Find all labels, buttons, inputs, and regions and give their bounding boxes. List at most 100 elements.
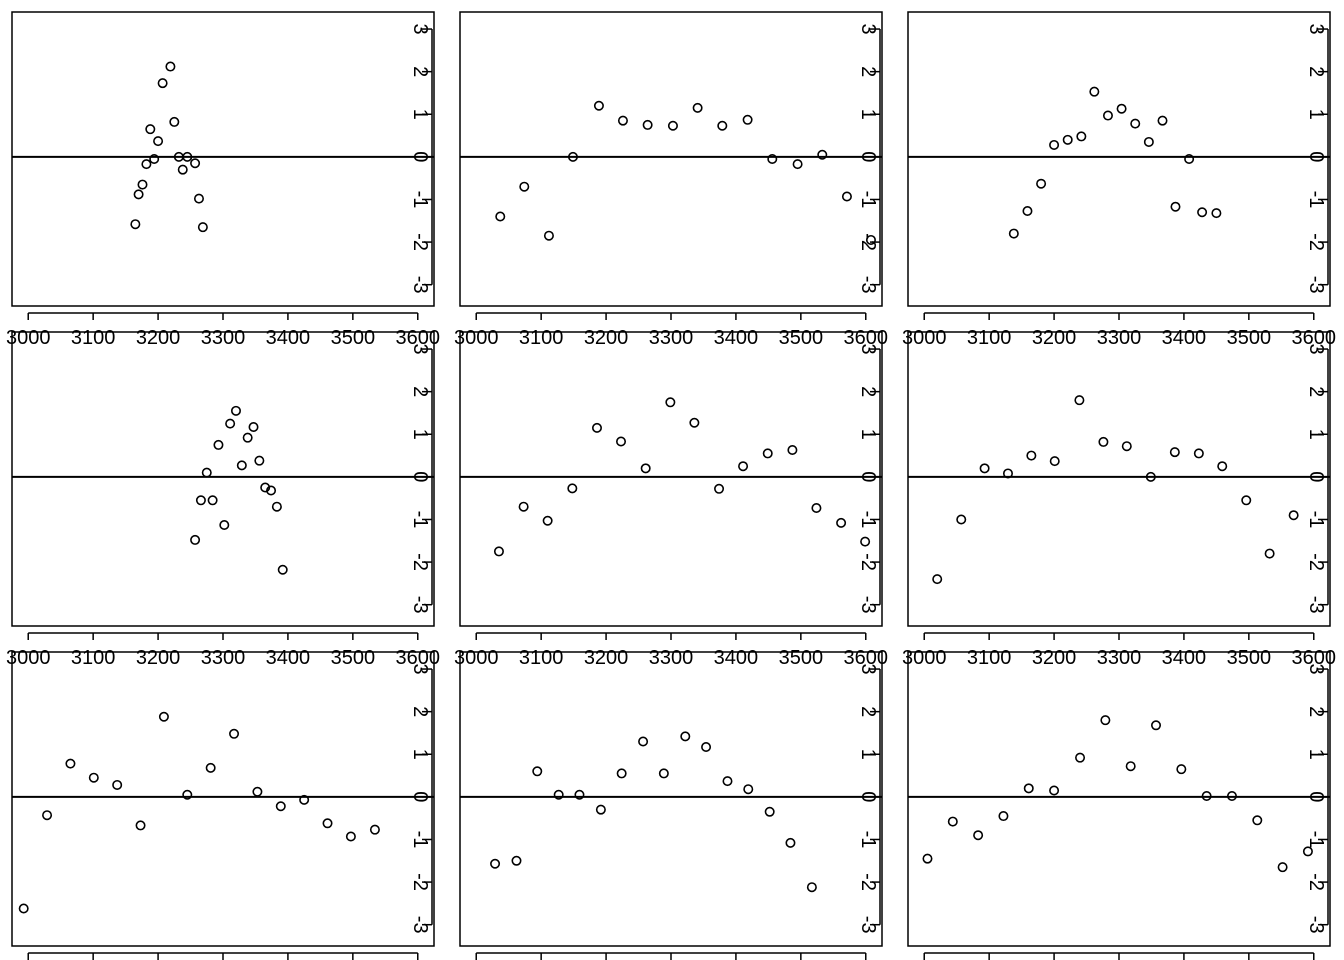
- data-point: [742, 114, 753, 125]
- y-tick-label: -2: [409, 873, 431, 891]
- data-point: [532, 766, 543, 777]
- data-point: [1264, 548, 1275, 559]
- data-point: [177, 164, 188, 175]
- data-point: [153, 136, 164, 147]
- data-point: [1193, 448, 1204, 459]
- data-point: [495, 211, 506, 222]
- data-point: [922, 853, 933, 864]
- x-tick-label: 3500: [779, 327, 824, 349]
- y-tick-label: -2: [1305, 233, 1327, 251]
- panel-frame: [907, 11, 1331, 307]
- y-tick-label: -1: [857, 191, 879, 209]
- data-point: [738, 461, 749, 472]
- data-point: [591, 422, 602, 433]
- data-point: [932, 574, 943, 585]
- data-point: [195, 495, 206, 506]
- x-tick-label: 3200: [584, 647, 629, 669]
- data-point: [88, 772, 99, 783]
- data-point: [1277, 862, 1288, 873]
- x-tick-label: 3200: [136, 327, 181, 349]
- y-tick-label: 2: [857, 706, 879, 717]
- panel-frame: [907, 651, 1331, 947]
- x-tick-label: 3400: [1162, 327, 1207, 349]
- data-point: [190, 158, 201, 169]
- x-tick-label: 3300: [649, 327, 694, 349]
- y-tick-label: 3: [857, 343, 879, 354]
- y-tick-label: 1: [409, 429, 431, 440]
- data-point: [1151, 720, 1162, 731]
- data-point: [236, 460, 247, 471]
- data-point: [1145, 471, 1156, 482]
- data-point: [764, 806, 775, 817]
- data-point: [998, 811, 1009, 822]
- y-tick-label: 1: [1305, 109, 1327, 120]
- data-point: [1022, 205, 1033, 216]
- y-tick-label: -2: [409, 553, 431, 571]
- data-point: [345, 831, 356, 842]
- x-tick-label: 3500: [331, 327, 376, 349]
- data-point: [518, 501, 529, 512]
- data-point: [493, 546, 504, 557]
- data-point: [553, 789, 564, 800]
- data-point: [18, 903, 29, 914]
- data-point: [197, 222, 208, 233]
- data-point: [743, 784, 754, 795]
- y-tick-label: -1: [857, 511, 879, 529]
- data-point: [490, 858, 501, 869]
- data-point: [157, 78, 168, 89]
- y-tick-label: 0: [857, 791, 879, 802]
- data-point: [112, 779, 123, 790]
- data-point: [130, 219, 141, 230]
- data-point: [1226, 791, 1237, 802]
- x-tick-label: 3400: [1162, 647, 1207, 669]
- panel-frame: [11, 651, 435, 947]
- data-point: [145, 124, 156, 135]
- data-point: [767, 154, 778, 165]
- y-tick-label: 3: [1305, 663, 1327, 674]
- data-point: [1121, 441, 1132, 452]
- data-point: [1288, 510, 1299, 521]
- y-tick-label: 2: [857, 66, 879, 77]
- data-point: [137, 179, 148, 190]
- x-tick-label: 3500: [1227, 647, 1272, 669]
- data-point: [787, 445, 798, 456]
- y-tick-label: 3: [857, 663, 879, 674]
- data-point: [193, 193, 204, 204]
- data-point: [182, 789, 193, 800]
- data-point: [519, 181, 530, 192]
- y-tick-label: -2: [857, 873, 879, 891]
- data-point: [567, 483, 578, 494]
- data-point: [1089, 86, 1100, 97]
- data-point: [1049, 139, 1060, 150]
- data-point: [811, 502, 822, 513]
- data-point: [65, 758, 76, 769]
- x-tick-label: 3500: [779, 647, 824, 669]
- data-point: [947, 816, 958, 827]
- y-tick-label: 3: [409, 663, 431, 674]
- y-tick-label: 2: [1305, 386, 1327, 397]
- data-point: [201, 467, 212, 478]
- y-tick-label: -1: [857, 831, 879, 849]
- y-tick-label: -3: [409, 596, 431, 614]
- y-tick-label: -2: [1305, 553, 1327, 571]
- data-point: [1217, 461, 1228, 472]
- data-point: [225, 418, 236, 429]
- x-tick-label: 3300: [201, 647, 246, 669]
- data-point: [817, 149, 828, 160]
- y-tick-label: 0: [409, 151, 431, 162]
- panel-frame: [459, 11, 883, 307]
- data-point: [616, 436, 627, 447]
- data-point: [158, 711, 169, 722]
- data-point: [836, 517, 847, 528]
- y-tick-label: 1: [409, 109, 431, 120]
- y-tick-label: -1: [409, 831, 431, 849]
- data-point: [133, 189, 144, 200]
- x-tick-label: 3100: [519, 327, 564, 349]
- data-point: [1201, 791, 1212, 802]
- data-point: [714, 483, 725, 494]
